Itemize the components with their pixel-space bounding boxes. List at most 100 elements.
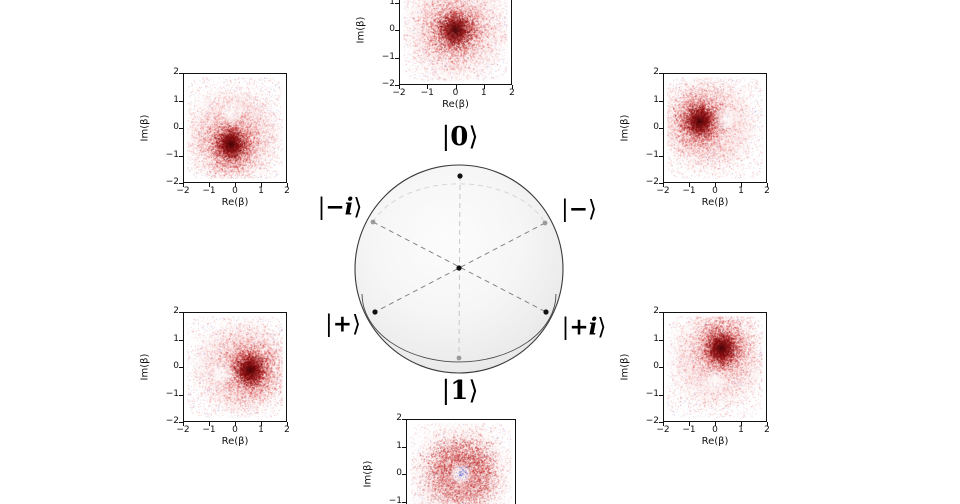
x-tick-mark bbox=[235, 183, 236, 187]
x-tick-label: 0 bbox=[703, 186, 727, 197]
ket-bracket: ⟩ bbox=[588, 197, 597, 223]
state-dot-minus bbox=[543, 221, 548, 226]
y-tick-label: 0 bbox=[153, 122, 179, 133]
y-axis-label: Im(β) bbox=[620, 115, 631, 142]
x-tick-mark bbox=[183, 183, 184, 187]
x-tick-mark bbox=[767, 422, 768, 426]
y-axis-label: Im(β) bbox=[356, 17, 367, 44]
density-plot bbox=[407, 420, 515, 504]
x-tick-mark bbox=[261, 183, 262, 187]
y-tick-mark bbox=[395, 3, 399, 4]
ket-label-minus: |−⟩ bbox=[561, 196, 597, 223]
x-tick-label: 2 bbox=[500, 88, 524, 99]
ket-label-plus-i: |+i⟩ bbox=[562, 314, 607, 341]
y-tick-mark bbox=[179, 156, 183, 157]
plot-area bbox=[406, 419, 516, 504]
y-axis-label: Im(β) bbox=[620, 354, 631, 381]
ket-bar: | bbox=[441, 376, 450, 406]
y-tick-mark bbox=[659, 367, 663, 368]
x-tick-label: −1 bbox=[197, 186, 221, 197]
x-tick-label: 1 bbox=[249, 186, 273, 197]
ket-sign: + bbox=[333, 311, 352, 338]
x-tick-label: −2 bbox=[651, 186, 675, 197]
x-tick-mark bbox=[689, 183, 690, 187]
density-panel-state-minus-i: Im(β) Re(β) 2 1 0 −1 −2 −2 −1 0 1 2 bbox=[183, 73, 287, 183]
y-tick-mark bbox=[179, 340, 183, 341]
x-tick-mark bbox=[183, 422, 184, 426]
y-tick-mark bbox=[659, 395, 663, 396]
y-tick-label: −1 bbox=[633, 150, 659, 161]
ket-bar: | bbox=[562, 315, 570, 341]
y-tick-mark bbox=[659, 73, 663, 74]
y-tick-mark bbox=[179, 367, 183, 368]
y-tick-label: 0 bbox=[633, 122, 659, 133]
x-tick-mark bbox=[741, 183, 742, 187]
state-dot-plus bbox=[372, 309, 377, 314]
x-tick-label: 0 bbox=[703, 425, 727, 436]
x-tick-label: 0 bbox=[223, 186, 247, 197]
x-tick-label: 2 bbox=[275, 425, 299, 436]
x-tick-mark bbox=[663, 183, 664, 187]
x-tick-mark bbox=[767, 183, 768, 187]
y-tick-label: −1 bbox=[153, 389, 179, 400]
ket-symbol: 1 bbox=[450, 376, 468, 406]
x-tick-mark bbox=[261, 422, 262, 426]
y-tick-mark bbox=[179, 73, 183, 74]
ket-label-1: |1⟩ bbox=[441, 376, 478, 406]
density-panel-state-0: Im(β) Re(β) 210−1−2−2−1012 bbox=[399, 0, 512, 85]
ket-sign: − bbox=[569, 196, 588, 223]
y-axis-label: Im(β) bbox=[140, 354, 151, 381]
y-tick-mark bbox=[395, 58, 399, 59]
plot-area bbox=[663, 312, 767, 422]
ket-bracket: ⟩ bbox=[468, 122, 478, 152]
x-axis-label: Re(β) bbox=[702, 436, 729, 447]
y-tick-label: 1 bbox=[369, 0, 395, 8]
y-tick-mark bbox=[659, 101, 663, 102]
plot-area bbox=[663, 73, 767, 183]
x-tick-label: −1 bbox=[415, 88, 439, 99]
x-tick-mark bbox=[399, 85, 400, 89]
state-dot-center bbox=[456, 265, 461, 270]
y-tick-label: −1 bbox=[153, 150, 179, 161]
ket-sign: − bbox=[325, 194, 344, 221]
x-tick-mark bbox=[209, 183, 210, 187]
x-tick-mark bbox=[287, 422, 288, 426]
state-dot-0 bbox=[457, 173, 462, 178]
ket-bar: | bbox=[325, 312, 333, 338]
x-tick-label: 0 bbox=[223, 425, 247, 436]
y-axis-label: Im(β) bbox=[140, 115, 151, 142]
x-tick-label: 0 bbox=[444, 88, 468, 99]
y-tick-mark bbox=[179, 128, 183, 129]
y-tick-label: 2 bbox=[153, 306, 179, 317]
bloch-sphere bbox=[344, 154, 574, 384]
x-tick-mark bbox=[741, 422, 742, 426]
y-tick-label: 0 bbox=[369, 24, 395, 35]
y-tick-mark bbox=[659, 312, 663, 313]
ket-label-plus: |+⟩ bbox=[325, 311, 361, 338]
x-tick-label: −2 bbox=[651, 425, 675, 436]
density-plot bbox=[184, 313, 286, 421]
x-tick-mark bbox=[689, 422, 690, 426]
y-tick-label: 0 bbox=[376, 468, 402, 479]
y-tick-mark bbox=[659, 128, 663, 129]
y-tick-mark bbox=[179, 101, 183, 102]
state-dot-1 bbox=[457, 356, 462, 361]
density-panel-state-plus-i: Im(β) Re(β) 2 1 0 −1 −2 −2 −1 0 1 2 bbox=[663, 312, 767, 422]
y-axis-label: Im(β) bbox=[363, 461, 374, 488]
y-tick-label: −1 bbox=[369, 52, 395, 63]
ket-bar: | bbox=[561, 197, 569, 223]
x-tick-label: 2 bbox=[275, 186, 299, 197]
density-panel-state-minus: Im(β) Re(β) 2 1 0 −1 −2 −2 −1 0 1 2 bbox=[663, 73, 767, 183]
x-tick-label: 2 bbox=[755, 186, 779, 197]
x-tick-label: −1 bbox=[677, 186, 701, 197]
x-axis-label: Re(β) bbox=[702, 197, 729, 208]
ket-bar: | bbox=[441, 122, 450, 152]
y-tick-label: 1 bbox=[153, 95, 179, 106]
y-tick-mark bbox=[659, 340, 663, 341]
x-tick-label: 1 bbox=[472, 88, 496, 99]
ket-symbol: i bbox=[589, 314, 598, 341]
ket-bracket: ⟩ bbox=[352, 312, 361, 338]
x-tick-label: −1 bbox=[677, 425, 701, 436]
x-tick-label: −2 bbox=[387, 88, 411, 99]
density-plot bbox=[664, 313, 766, 421]
